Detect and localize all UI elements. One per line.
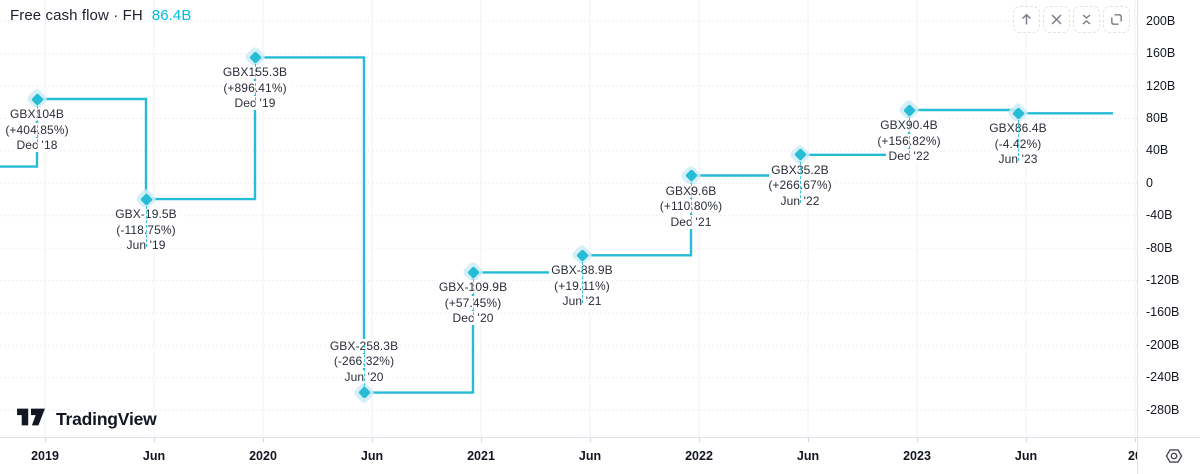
y-axis-label: -80B <box>1146 240 1173 255</box>
point-label: GBX104B (+404.85%) Dec '18 <box>0 107 107 154</box>
x-axis-tick <box>699 438 700 442</box>
x-axis-tick <box>917 438 918 442</box>
chart-toolbar <box>1013 6 1130 33</box>
point-label: GBX9.6B (+110.80%) Dec '21 <box>621 183 761 231</box>
y-axis-label: -40B <box>1146 208 1173 223</box>
price-axis[interactable]: 200B 160B 120B 80B 40B 0 -40B -80B -120B -160B -20… <box>1138 0 1200 437</box>
x-axis-tick <box>1135 438 1136 442</box>
label-pointer-line <box>1017 120 1019 162</box>
label-pointer-line <box>363 344 365 386</box>
maximize-icon <box>1109 12 1124 27</box>
x-axis-label: 20 <box>1128 449 1137 463</box>
x-axis-tick <box>590 438 591 442</box>
x-axis-label: 2022 <box>685 449 713 463</box>
tradingview-wordmark: TradingView <box>56 409 157 429</box>
x-axis-tick <box>481 438 482 442</box>
y-axis-label: 200B <box>1146 13 1176 28</box>
tradingview-watermark[interactable]: TradingView <box>14 404 157 435</box>
x-axis-label: Jun <box>796 449 820 463</box>
price-axis-separator <box>1137 0 1138 474</box>
x-axis-label: Jun <box>360 449 384 463</box>
x-axis-label: Jun <box>578 449 602 463</box>
x-axis-tick <box>45 438 46 442</box>
x-axis-label: Jun <box>1014 449 1038 463</box>
x-axis-tick <box>808 438 809 442</box>
y-axis-label: -280B <box>1146 402 1180 417</box>
y-axis-label: -200B <box>1146 337 1180 352</box>
time-axis-separator <box>0 437 1200 438</box>
series-title: Free cash flow · FH <box>10 7 143 24</box>
y-axis-label: -160B <box>1146 305 1180 320</box>
label-pointer-line <box>690 182 692 224</box>
label-pointer-line <box>145 206 147 248</box>
y-axis-label: 0 <box>1146 175 1153 190</box>
collapse-button[interactable] <box>1073 6 1100 33</box>
x-axis-tick <box>154 438 155 442</box>
y-axis-label: 80B <box>1146 110 1169 125</box>
x-axis-tick <box>372 438 373 442</box>
close-button[interactable] <box>1043 6 1070 33</box>
label-pointer-line <box>36 106 38 148</box>
close-icon <box>1049 12 1064 27</box>
move-up-button[interactable] <box>1013 6 1040 33</box>
y-axis-label: -240B <box>1146 370 1180 385</box>
tradingview-logo-icon <box>14 404 48 435</box>
label-pointer-line <box>908 117 910 159</box>
x-axis-label: 2023 <box>903 449 931 463</box>
x-axis-label: 2020 <box>249 449 277 463</box>
settings-hexagon-icon <box>1165 448 1183 469</box>
y-axis-label: 160B <box>1146 46 1176 61</box>
arrow-up-icon <box>1019 12 1034 27</box>
x-axis-label: Jun <box>142 449 166 463</box>
label-pointer-line <box>581 262 583 304</box>
series-current-value: 86.4B <box>151 7 192 24</box>
label-pointer-line <box>799 161 801 203</box>
y-axis-label: -120B <box>1146 273 1180 288</box>
maximize-button[interactable] <box>1103 6 1130 33</box>
label-pointer-line <box>254 64 256 106</box>
label-pointer-line <box>472 279 474 321</box>
x-axis-tick <box>1026 438 1027 442</box>
plot-area[interactable]: GBX104B (+404.85%) Dec '18 GBX-19.5B (-118.7… <box>0 0 1137 437</box>
time-axis[interactable]: 2019 Jun 2020 Jun 2021 Jun 2022 Jun 2023 Jun 20 <box>0 438 1137 474</box>
x-axis-tick <box>263 438 264 442</box>
chart-legend: Free cash flow · FH 86.4B <box>10 7 191 24</box>
y-axis-label: 120B <box>1146 78 1176 93</box>
x-axis-label: 2019 <box>31 449 59 463</box>
collapse-icon <box>1079 12 1094 27</box>
x-axis-label: 2021 <box>467 449 495 463</box>
y-axis-label: 40B <box>1146 143 1169 158</box>
axis-settings-button[interactable] <box>1162 448 1186 468</box>
